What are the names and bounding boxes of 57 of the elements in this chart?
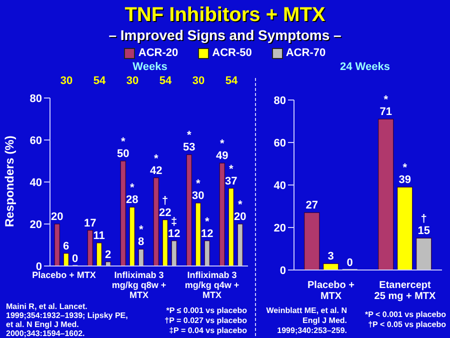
data-label: 20 xyxy=(50,211,64,223)
text: *P < 0.001 vs placebo xyxy=(364,310,446,320)
text: Placebo + MTX xyxy=(31,270,97,280)
chart-subtitle: – Improved Signs and Symptoms – xyxy=(108,27,342,43)
x-tick-label: Etanercept 25 mg + MTX xyxy=(374,280,436,302)
x-tick-label: 30 xyxy=(60,75,73,87)
y-tick-label: 60 xyxy=(274,137,286,150)
data-label: 6 xyxy=(63,240,70,252)
legend-label: ACR-20 xyxy=(138,47,178,59)
text: ‡P = 0.04 vs placebo xyxy=(168,326,247,336)
y-tick-label: 0 xyxy=(36,260,42,273)
legend-label: ACR-70 xyxy=(286,47,326,59)
text: †P < 0.05 vs placebo xyxy=(367,320,446,330)
y-tick-label: 80 xyxy=(30,92,42,105)
legend-label: ACR-50 xyxy=(212,47,252,59)
text: Infliximab 3 mg/kg q4w + MTX xyxy=(184,270,240,300)
x-tick-label: 54 xyxy=(159,75,172,87)
data-label: * 71 xyxy=(380,94,392,118)
data-label: * 49 xyxy=(216,138,228,162)
data-label: * 39 xyxy=(398,162,411,186)
data-label: 27 xyxy=(306,200,318,212)
y-tick-label: 20 xyxy=(274,222,286,234)
y-tick-label: 20 xyxy=(30,218,42,231)
y-tick-label: 60 xyxy=(30,134,42,147)
data-label: 17 xyxy=(84,217,96,230)
y-tick-label: 40 xyxy=(274,180,286,192)
chart-title: TNF Inhibitors + MTX xyxy=(124,4,326,27)
x-tick-label: 30 xyxy=(192,75,205,87)
data-label: 11 xyxy=(93,230,105,242)
data-label: * 53 xyxy=(182,130,196,154)
data-label: 0 xyxy=(72,253,78,265)
data-label: 0 xyxy=(346,257,353,269)
text: Infliximab 3 mg/kg q8w + MTX xyxy=(110,270,168,300)
data-label: * 50 xyxy=(116,136,130,160)
data-label: † 15 xyxy=(418,213,430,238)
text: *P ≤ 0.001 vs placebo xyxy=(165,306,247,316)
data-label: * 8 xyxy=(138,224,144,248)
data-label: * 20 xyxy=(234,199,246,223)
y-tick-label: 40 xyxy=(30,176,42,189)
data-label: * 12 xyxy=(200,216,214,240)
x-tick-label: 30 xyxy=(126,75,139,87)
data-label: * 42 xyxy=(150,152,162,177)
data-label: * 28 xyxy=(126,182,138,206)
y-tick-label: 80 xyxy=(274,94,286,107)
x-axis-title: 24 Weeks xyxy=(339,61,391,73)
x-tick-label: 54 xyxy=(225,75,238,87)
data-label: 3 xyxy=(328,250,334,263)
text: Maini R, et al. Lancet. 1999;354:1932–1939; Lipsky PE, et al. N Engl J Med. 2000;343:1594–1602. xyxy=(6,302,129,338)
x-tick-label: 54 xyxy=(93,75,106,87)
y-axis-title: Responders (%) xyxy=(2,136,16,227)
x-axis-title: Weeks xyxy=(132,61,168,73)
data-label: 2 xyxy=(105,248,112,261)
data-label: * 30 xyxy=(192,178,204,202)
data-label: * 37 xyxy=(224,163,238,188)
y-tick-label: 0 xyxy=(280,264,286,277)
text: †P = 0.027 vs placebo xyxy=(164,316,247,326)
text: Weinblatt ME, et al. N Engl J Med. 1999;340:253–259. xyxy=(265,306,347,336)
